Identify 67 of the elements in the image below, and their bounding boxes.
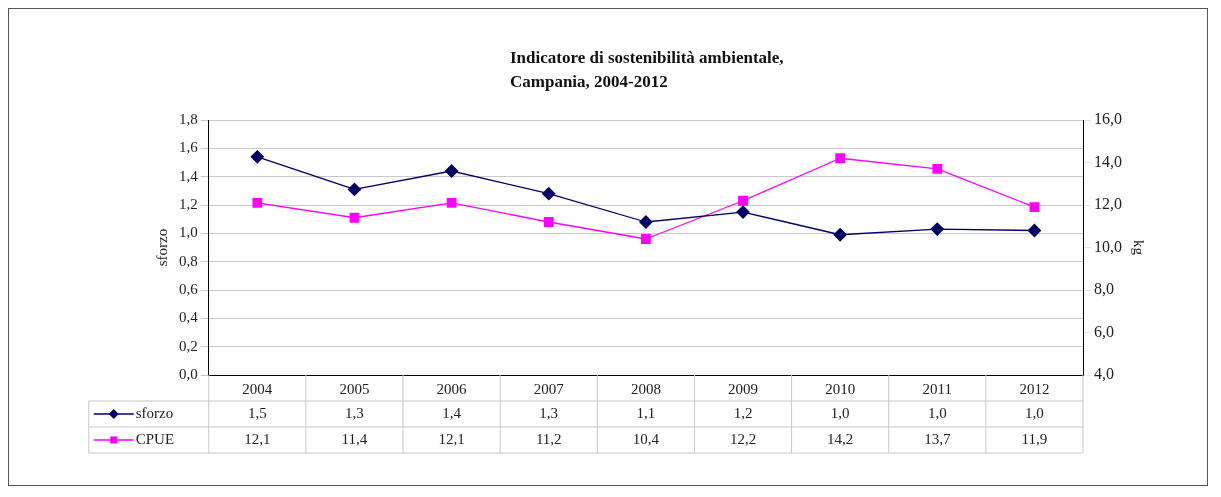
point xyxy=(738,195,748,206)
point xyxy=(252,197,263,208)
x-tick-label: 2004 xyxy=(242,380,273,397)
point xyxy=(930,222,944,236)
point xyxy=(349,212,360,223)
x-tick-label: 2006 xyxy=(436,380,468,397)
data-label: 1,2 xyxy=(733,404,753,421)
point xyxy=(542,187,556,201)
chart-title: Indicatore di sostenibilità ambientale, Campania, 2004-2012 xyxy=(510,47,784,91)
x-tick-label: 2008 xyxy=(630,380,661,397)
y2-tick-label: 16,0 xyxy=(1094,110,1122,128)
point xyxy=(639,215,653,229)
y-tick-label: 1,8 xyxy=(179,110,198,127)
data-label: 1,4 xyxy=(442,404,462,421)
y-tick-label: 0,4 xyxy=(179,309,199,326)
point xyxy=(835,153,846,164)
y2-tick-label: 10,0 xyxy=(1094,237,1122,255)
data-label: 1,5 xyxy=(247,404,267,421)
data-label: 1,1 xyxy=(636,404,656,421)
x-tick-label: 2009 xyxy=(728,380,759,397)
y2-tick-label: 8,0 xyxy=(1094,280,1114,298)
x-tick-label: 2012 xyxy=(1019,380,1050,397)
y-tick-label: 0,6 xyxy=(179,280,199,297)
data-label: 10,4 xyxy=(632,430,660,447)
point xyxy=(1027,223,1042,238)
point xyxy=(250,150,264,164)
y2-tick-label: 6,0 xyxy=(1094,322,1114,340)
point xyxy=(1029,202,1040,213)
point xyxy=(640,234,651,244)
point xyxy=(347,182,362,197)
data-label: 13,7 xyxy=(924,430,951,447)
data-label: 11,2 xyxy=(535,430,562,447)
data-label: 12,1 xyxy=(244,430,271,447)
y-tick-label: 1,4 xyxy=(179,167,199,184)
data-label: 1,0 xyxy=(830,404,850,421)
y2-axis-title: kg xyxy=(1131,240,1148,256)
y2-tick-label: 4,0 xyxy=(1094,365,1114,383)
point xyxy=(932,163,943,174)
x-tick-label: 2007 xyxy=(533,380,565,397)
y-tick-label: 0,8 xyxy=(179,252,198,269)
data-label: 1,3 xyxy=(345,404,364,421)
data-label: 12,2 xyxy=(729,430,757,447)
legend-label: CPUE xyxy=(135,430,175,447)
y-tick-label: 0,0 xyxy=(179,365,198,382)
y-tick-label: 1,0 xyxy=(179,224,198,241)
point xyxy=(444,164,459,178)
y-tick-label: 1,6 xyxy=(179,139,199,156)
point xyxy=(446,197,457,208)
data-label: 11,9 xyxy=(1021,430,1048,447)
data-label: 14,2 xyxy=(827,430,854,447)
y2-tick-label: 12,0 xyxy=(1094,195,1122,213)
point xyxy=(833,228,847,242)
y-tick-label: 0,2 xyxy=(179,337,198,354)
x-tick-label: 2005 xyxy=(339,380,370,397)
data-label: 1,0 xyxy=(1025,404,1044,421)
data-label: 1,3 xyxy=(539,404,559,421)
legend-label: sforzo xyxy=(135,404,174,421)
x-tick-label: 2011 xyxy=(922,380,953,397)
data-label: 12,1 xyxy=(438,430,465,447)
data-label: 1,0 xyxy=(927,404,947,421)
point xyxy=(543,217,554,227)
y-axis-title: sforzo xyxy=(153,228,170,267)
x-tick-label: 2010 xyxy=(825,380,856,397)
y2-tick-label: 14,0 xyxy=(1094,152,1122,170)
data-label: 11,4 xyxy=(341,430,368,447)
point xyxy=(736,205,750,219)
y-tick-label: 1,2 xyxy=(179,195,198,212)
